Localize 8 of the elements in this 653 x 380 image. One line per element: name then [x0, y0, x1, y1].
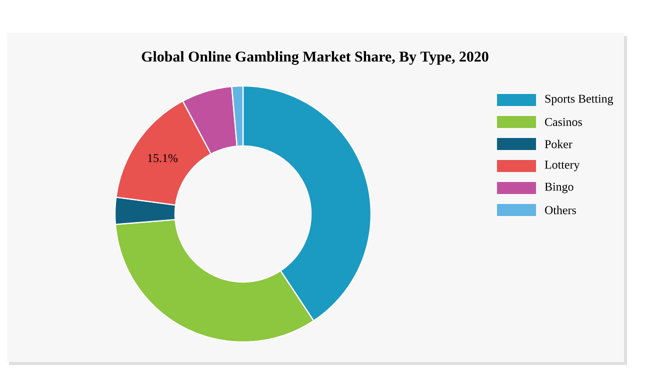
legend-label: Bingo [544, 182, 574, 194]
chart-title: Global Online Gambling Market Share, By Type, 2020 [142, 51, 488, 65]
legend-label: Lottery [544, 160, 580, 172]
legend-label: Poker [544, 140, 572, 148]
legend-label: Others [545, 206, 576, 214]
data-label: 15.1% [148, 154, 178, 162]
legend-label: Casinos [545, 118, 582, 126]
legend-label: Sports Betting [545, 94, 614, 106]
